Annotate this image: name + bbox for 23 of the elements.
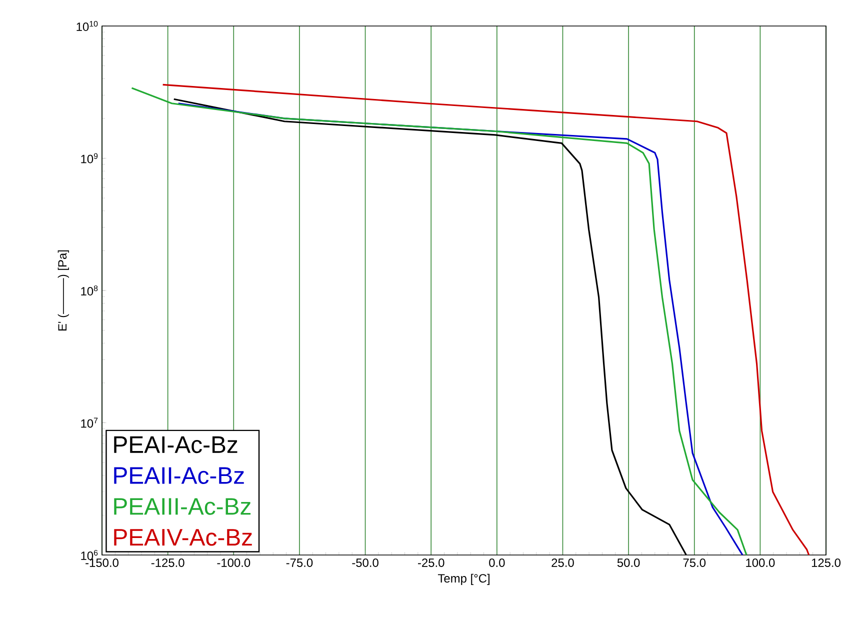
x-tick-label: -50.0 — [352, 558, 378, 567]
x-tick-label: -150.0 — [86, 558, 118, 567]
text: PEAIV-Ac-Bz — [114, 529, 252, 546]
x-tick-label: 0.0 — [489, 558, 505, 567]
x-tick-label: 25.0 — [552, 558, 574, 567]
x-tick-label: 75.0 — [683, 558, 706, 567]
x-tick-label: -100.0 — [217, 558, 250, 567]
y-axis-title: E' (———) [Pa] — [58, 250, 69, 331]
y-tick-label: 10$^{8}$ — [81, 285, 98, 296]
y-tick-label: 10$^{9}$ — [81, 153, 98, 164]
text: PEAIII-Ac-Bz — [114, 498, 251, 515]
y-tick-label: 10$^{7}$ — [81, 418, 98, 428]
x-tick-label: 100.0 — [746, 558, 775, 567]
x-tick-label: -25.0 — [418, 558, 444, 567]
x-tick-label: -75.0 — [286, 558, 313, 567]
text: PEAII-Ac-Bz — [114, 467, 244, 484]
y-tick-label: 10$^{6}$ — [81, 550, 98, 560]
x-tick-label: -125.0 — [151, 558, 184, 567]
text: PEAI-Ac-Bz — [114, 436, 238, 454]
y-tick-label: 10$^{10}$ — [76, 20, 98, 31]
x-tick-label: 125.0 — [812, 558, 840, 567]
x-axis-title: Temp [°C] — [438, 574, 490, 585]
x-tick-label: 50.0 — [617, 558, 640, 567]
